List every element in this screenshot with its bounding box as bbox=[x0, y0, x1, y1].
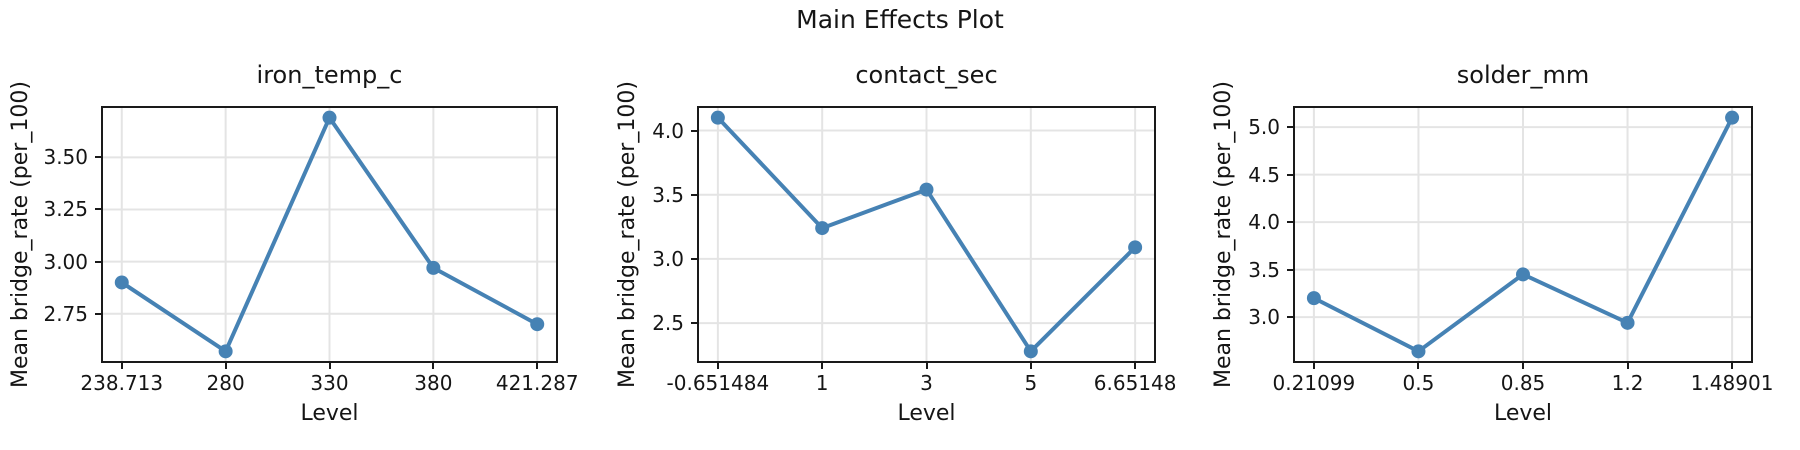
data-point-marker bbox=[1411, 344, 1426, 359]
y-axis-label: Mean bridge_rate (per_100) bbox=[1211, 81, 1236, 388]
y-tick bbox=[691, 322, 697, 325]
x-tick-label: 1.2 bbox=[1611, 371, 1644, 395]
data-point-marker bbox=[1725, 110, 1740, 125]
x-axis-label: Level bbox=[1493, 401, 1553, 426]
x-tick-label: 1.48901 bbox=[1690, 371, 1774, 395]
plot-spines bbox=[1293, 106, 1753, 363]
x-tick bbox=[328, 363, 331, 369]
x-tick bbox=[821, 363, 824, 369]
data-point-marker bbox=[1023, 344, 1038, 359]
x-tick bbox=[120, 363, 123, 369]
y-tick-label: 3.0 bbox=[1248, 305, 1280, 330]
y-tick bbox=[1287, 173, 1293, 176]
y-tick-label: 3.25 bbox=[43, 197, 88, 222]
x-tick bbox=[1134, 363, 1137, 369]
x-tick bbox=[1626, 363, 1629, 369]
data-point-marker bbox=[1620, 315, 1635, 330]
x-tick-label: 6.65148 bbox=[1093, 371, 1177, 395]
x-tick-label: 330 bbox=[310, 371, 349, 395]
y-axis-label: Mean bridge_rate (per_100) bbox=[615, 81, 640, 388]
x-tick-label: 380 bbox=[414, 371, 453, 395]
y-tick bbox=[691, 129, 697, 132]
x-tick-label: 1 bbox=[815, 371, 829, 395]
subplot-title: contact_sec bbox=[855, 61, 998, 89]
y-tick-label: 3.5 bbox=[1248, 257, 1280, 282]
series-line bbox=[119, 115, 540, 354]
y-tick-label: 5.0 bbox=[1248, 115, 1280, 140]
y-tick bbox=[95, 208, 101, 211]
x-tick bbox=[1731, 363, 1734, 369]
data-point-marker bbox=[114, 275, 129, 290]
y-tick-label: 3.5 bbox=[652, 182, 684, 207]
y-tick-label: 3.0 bbox=[652, 246, 684, 271]
plot-canvas bbox=[1293, 106, 1753, 363]
x-axis-label: Level bbox=[300, 401, 359, 426]
y-tick-label: 4.5 bbox=[1248, 162, 1280, 187]
x-tick-label: 0.85 bbox=[1500, 371, 1546, 395]
y-tick bbox=[95, 260, 101, 263]
y-tick bbox=[1287, 126, 1293, 129]
figure-title: Main Effects Plot bbox=[796, 5, 1004, 34]
y-tick bbox=[1287, 268, 1293, 271]
data-point-marker bbox=[426, 260, 441, 275]
x-tick-label: 238.713 bbox=[80, 371, 164, 395]
x-tick-label: -0.651484 bbox=[666, 371, 770, 395]
data-point-marker bbox=[322, 110, 337, 125]
x-tick bbox=[1417, 363, 1420, 369]
x-tick bbox=[1312, 363, 1315, 369]
y-axis-label: Mean bridge_rate (per_100) bbox=[8, 81, 33, 388]
data-point-marker bbox=[1306, 291, 1321, 306]
x-tick bbox=[224, 363, 227, 369]
subplot-title: solder_mm bbox=[1456, 61, 1590, 89]
data-point-marker bbox=[530, 317, 545, 332]
data-point-marker bbox=[919, 182, 934, 197]
y-tick-label: 4.0 bbox=[1248, 210, 1280, 235]
x-tick bbox=[432, 363, 435, 369]
data-point-marker bbox=[815, 221, 830, 236]
x-tick-label: 280 bbox=[206, 371, 245, 395]
x-tick bbox=[1522, 363, 1524, 369]
y-tick-label: 3.00 bbox=[43, 249, 88, 274]
series-line bbox=[715, 115, 1138, 354]
y-tick bbox=[691, 193, 697, 196]
data-point-marker bbox=[1128, 240, 1143, 255]
y-tick-label: 2.75 bbox=[43, 301, 88, 326]
x-tick bbox=[925, 363, 928, 369]
x-tick-label: 0.21099 bbox=[1272, 371, 1356, 395]
data-point-marker bbox=[710, 110, 725, 125]
x-tick-label: 0.5 bbox=[1402, 371, 1435, 395]
series-line bbox=[1311, 115, 1735, 354]
plot-canvas bbox=[697, 106, 1156, 363]
y-tick bbox=[691, 257, 697, 260]
y-tick-label: 3.50 bbox=[43, 145, 88, 170]
plot-spines bbox=[101, 106, 558, 363]
x-tick-label: 421.287 bbox=[495, 371, 579, 395]
x-tick-label: 5 bbox=[1024, 371, 1038, 395]
y-tick bbox=[1287, 316, 1293, 319]
y-tick-label: 2.5 bbox=[652, 311, 684, 336]
y-tick-label: 4.0 bbox=[652, 118, 684, 143]
y-tick bbox=[1287, 221, 1293, 224]
y-tick bbox=[95, 312, 101, 315]
data-point-marker bbox=[1516, 267, 1530, 282]
x-axis-label: Level bbox=[897, 401, 956, 426]
plot-spines bbox=[697, 106, 1156, 363]
x-tick bbox=[716, 363, 719, 369]
x-tick bbox=[536, 363, 539, 369]
x-tick-label: 3 bbox=[920, 371, 933, 395]
y-tick bbox=[95, 156, 101, 159]
data-point-marker bbox=[218, 344, 233, 359]
x-tick bbox=[1029, 363, 1032, 369]
subplot-title: iron_temp_c bbox=[256, 61, 403, 89]
plot-canvas bbox=[101, 106, 558, 363]
